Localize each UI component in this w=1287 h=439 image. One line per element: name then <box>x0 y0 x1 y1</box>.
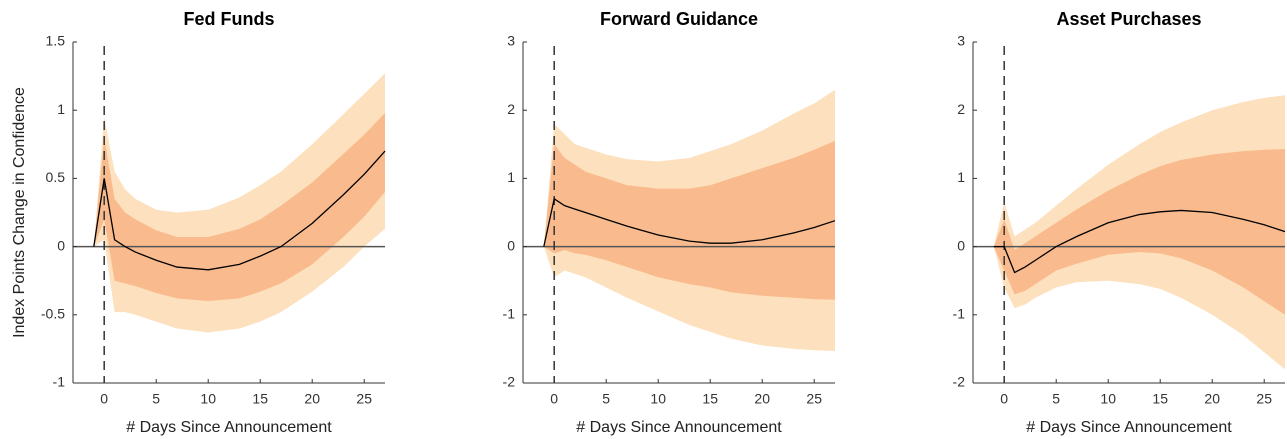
confidence-band <box>993 149 1285 315</box>
y-tick-label: -2 <box>953 374 966 390</box>
x-tick-label: 5 <box>152 391 160 407</box>
y-tick-label: -2 <box>503 374 516 390</box>
confidence-band <box>93 112 386 302</box>
y-tick-label: 0 <box>507 237 515 253</box>
x-tick-label: 20 <box>754 391 770 407</box>
x-tick-label: 20 <box>1204 391 1220 407</box>
x-tick-label: 10 <box>200 391 216 407</box>
x-axis-label: # Days Since Announcement <box>1026 419 1232 436</box>
y-tick-label: 3 <box>507 33 515 49</box>
x-tick-label: 5 <box>602 391 610 407</box>
x-tick-label: 20 <box>304 391 320 407</box>
x-tick-label: 0 <box>100 391 108 407</box>
y-tick-label: 0 <box>57 237 65 253</box>
response-line <box>93 150 386 271</box>
x-tick-label: 5 <box>1052 391 1060 407</box>
chart-title: Fed Funds <box>184 9 275 29</box>
y-tick-label: 1.5 <box>46 33 66 49</box>
y-axis-label: Index Points Change in Confidence <box>11 87 28 338</box>
y-tick-label: -0.5 <box>41 306 65 322</box>
chart-title: Forward Guidance <box>600 9 758 29</box>
y-tick-label: 1 <box>507 169 515 185</box>
x-tick-label: 10 <box>650 391 666 407</box>
y-tick-label: 2 <box>957 101 965 117</box>
x-tick-label: 15 <box>252 391 268 407</box>
y-tick-label: 1 <box>57 101 65 117</box>
y-tick-label: -1 <box>53 374 66 390</box>
x-tick-label: 25 <box>356 391 372 407</box>
response-line <box>993 209 1286 274</box>
y-tick-label: 0 <box>957 237 965 253</box>
response-line <box>543 197 836 247</box>
y-tick-label: -1 <box>953 306 966 322</box>
x-tick-label: 0 <box>550 391 558 407</box>
y-tick-label: 0.5 <box>46 169 66 185</box>
chart-title: Asset Purchases <box>1056 9 1201 29</box>
x-tick-label: 25 <box>1256 391 1272 407</box>
x-tick-label: 15 <box>702 391 718 407</box>
x-axis-label: # Days Since Announcement <box>576 419 782 436</box>
y-tick-label: 2 <box>507 101 515 117</box>
x-tick-label: 0 <box>1000 391 1008 407</box>
x-axis-label: # Days Since Announcement <box>126 419 332 436</box>
y-tick-label: -1 <box>503 306 516 322</box>
confidence-band <box>543 140 835 300</box>
x-tick-label: 10 <box>1100 391 1116 407</box>
y-tick-label: 3 <box>957 33 965 49</box>
x-tick-label: 15 <box>1152 391 1168 407</box>
y-tick-label: 1 <box>957 169 965 185</box>
x-tick-label: 25 <box>806 391 822 407</box>
